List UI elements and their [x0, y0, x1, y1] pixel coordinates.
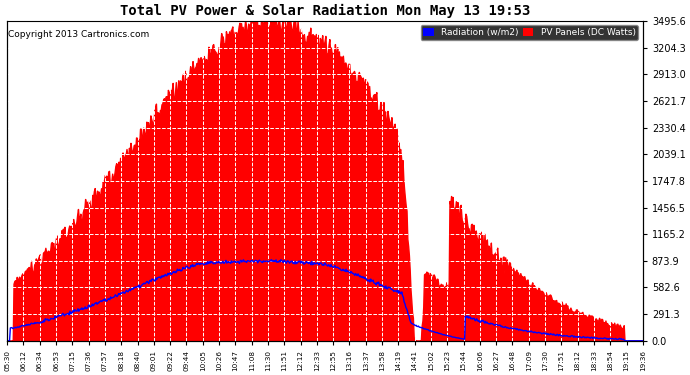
Text: Copyright 2013 Cartronics.com: Copyright 2013 Cartronics.com	[8, 30, 149, 39]
Title: Total PV Power & Solar Radiation Mon May 13 19:53: Total PV Power & Solar Radiation Mon May…	[120, 4, 530, 18]
Legend: Radiation (w/m2), PV Panels (DC Watts): Radiation (w/m2), PV Panels (DC Watts)	[421, 26, 638, 40]
